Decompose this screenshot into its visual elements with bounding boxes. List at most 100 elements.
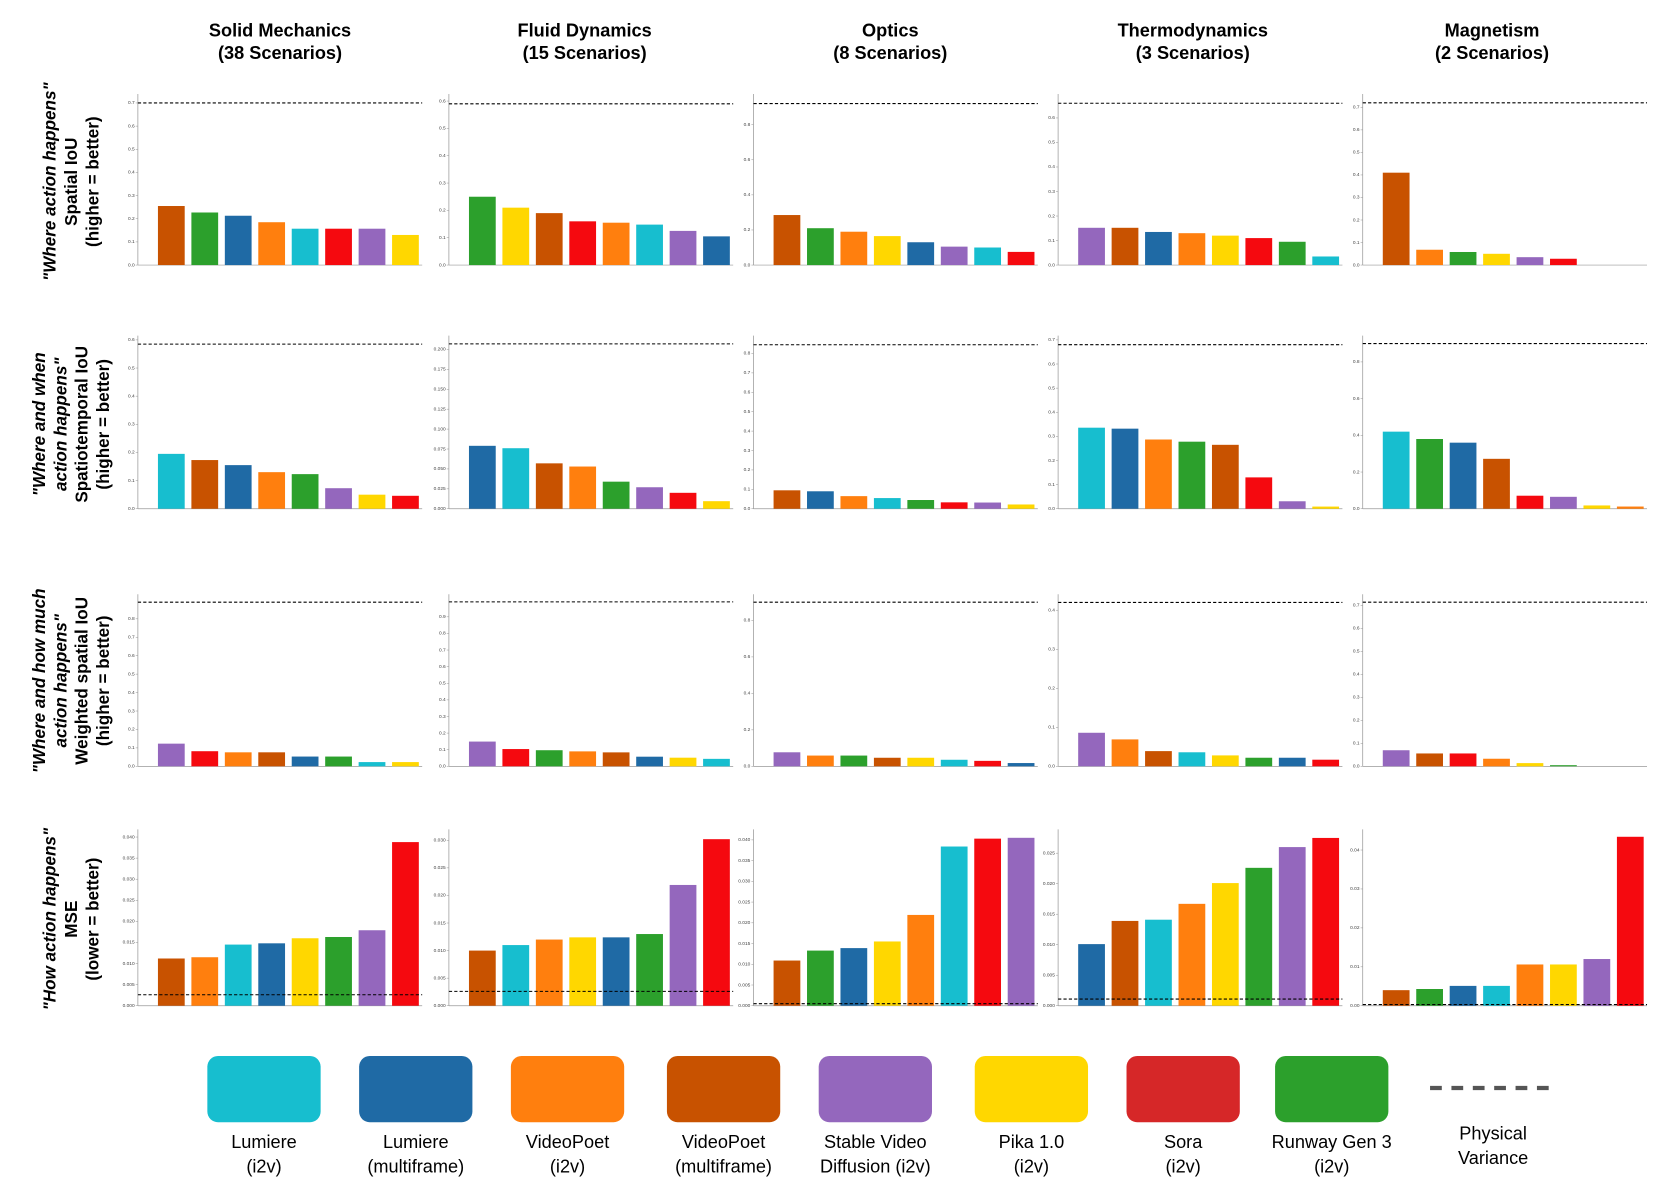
legend-label: (i2v) (1166, 1156, 1201, 1176)
y-tick-label: 0.6 (744, 157, 751, 163)
bar (1382, 990, 1410, 1006)
y-tick-label: 0.0 (128, 506, 135, 512)
y-tick-label: 0.1 (1048, 725, 1055, 731)
bar (1483, 985, 1510, 1006)
legend-label: (multiframe) (367, 1156, 464, 1176)
y-tick-label: 0.6 (439, 664, 446, 670)
legend-label: (i2v) (1314, 1156, 1349, 1176)
bar (1416, 753, 1443, 767)
bar (940, 502, 968, 509)
row-metric: MSE (62, 901, 81, 938)
y-tick-label: 0.7 (128, 635, 135, 641)
y-tick-label: 0.8 (744, 618, 751, 624)
row-question: action happens" (51, 357, 70, 491)
bar (291, 474, 319, 509)
bar (840, 496, 868, 509)
y-tick-label: 0.6 (128, 123, 135, 129)
y-tick-label: 0.2 (439, 208, 446, 214)
bar (191, 751, 219, 767)
legend-swatch (974, 1055, 1089, 1123)
y-tick-label: 0.4 (439, 697, 446, 703)
y-tick-label: 0.5 (128, 365, 135, 371)
bar (1550, 258, 1577, 266)
y-tick-label: 0.000 (434, 1003, 446, 1009)
y-tick-label: 0.0 (1048, 764, 1055, 770)
row-metric: Spatial IoU (62, 138, 81, 226)
y-tick-label: 0.2 (1353, 469, 1360, 475)
y-tick-label: 0.9 (439, 614, 446, 620)
y-tick-label: 0.1 (439, 747, 446, 753)
bar (535, 750, 563, 767)
y-tick-label: 0.000 (1043, 1003, 1055, 1009)
bar (907, 757, 935, 767)
y-tick-label: 0.000 (434, 506, 446, 512)
y-tick-label: 0.0 (439, 764, 446, 770)
bar (224, 752, 252, 767)
bar (1416, 438, 1443, 509)
bar (1007, 763, 1035, 767)
bar (1211, 755, 1239, 767)
bar (224, 944, 252, 1006)
y-tick-label: 0.0 (1048, 262, 1055, 268)
legend-label: Stable Video (824, 1132, 927, 1152)
bar (1312, 837, 1340, 1006)
bar (840, 755, 868, 767)
y-tick-label: 0.5 (744, 409, 751, 415)
y-tick-label: 0.0 (744, 262, 751, 268)
y-tick-label: 0.7 (1353, 603, 1360, 609)
bar (502, 207, 530, 266)
bar (1449, 442, 1477, 509)
bar (392, 234, 419, 266)
y-tick-label: 0.8 (439, 631, 446, 637)
bar (1483, 758, 1510, 767)
y-tick-label: 0.4 (744, 192, 751, 198)
bar (1382, 172, 1410, 266)
bar (1078, 227, 1105, 266)
y-tick-label: 0.2 (128, 450, 135, 456)
bar (1312, 256, 1340, 266)
y-tick-label: 0.7 (128, 100, 135, 106)
bar (535, 463, 563, 509)
y-tick-label: 0.025 (434, 865, 446, 871)
bar (940, 846, 968, 1006)
bar (1550, 964, 1577, 1006)
y-tick-label: 0.0 (744, 764, 751, 770)
bar (258, 472, 286, 509)
y-tick-label: 0.02 (1350, 925, 1360, 931)
bar (773, 960, 801, 1006)
y-tick-label: 0.5 (439, 126, 446, 132)
bar (907, 914, 935, 1006)
bar (703, 758, 730, 767)
bar (1245, 477, 1273, 509)
bar (191, 212, 219, 266)
legend-swatch (359, 1055, 473, 1123)
figure-body: Solid Mechanics (38 Scenarios) Fluid Dynam… (30, 20, 1648, 1176)
legend-label: VideoPoet (682, 1132, 765, 1152)
y-tick-label: 0.8 (744, 122, 751, 128)
y-tick-label: 0.7 (439, 647, 446, 653)
bar (1111, 227, 1139, 266)
bar (773, 215, 801, 266)
y-tick-label: 0.5 (1048, 385, 1055, 391)
y-tick-label: 0.3 (128, 193, 135, 199)
y-tick-label: 0.020 (434, 893, 446, 899)
bar (1211, 883, 1239, 1006)
bar (157, 743, 185, 767)
bar (358, 762, 386, 767)
bar (1278, 757, 1306, 767)
y-tick-label: 0.5 (128, 671, 135, 677)
y-tick-label: 0.025 (123, 898, 135, 904)
bar (703, 236, 730, 266)
y-tick-label: 0.1 (439, 235, 446, 241)
bar (1078, 732, 1105, 767)
bar (1111, 920, 1139, 1006)
y-tick-label: 0.03 (1350, 886, 1360, 892)
bar (569, 466, 597, 509)
bar (1382, 431, 1410, 509)
legend-label: Physical (1459, 1123, 1527, 1143)
bar (1278, 241, 1306, 266)
y-tick-label: 0.015 (123, 940, 135, 946)
bar (468, 741, 496, 767)
y-tick-label: 0.4 (1353, 672, 1360, 678)
y-tick-label: 0.4 (1353, 433, 1360, 439)
